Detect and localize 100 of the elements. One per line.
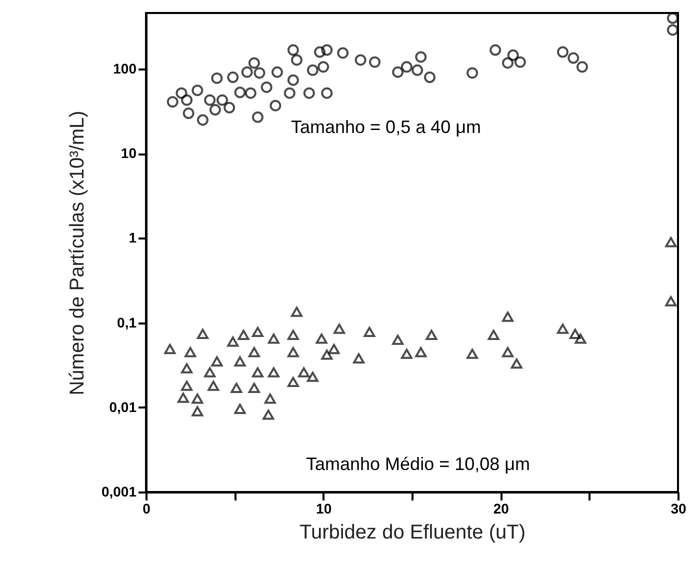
y-tick-label: 0,001 xyxy=(101,484,137,500)
series-label: Tamanho = 0,5 a 40 μm xyxy=(291,117,481,137)
point xyxy=(364,326,376,338)
point xyxy=(182,108,194,120)
point xyxy=(502,347,514,358)
point xyxy=(290,306,302,317)
point xyxy=(234,86,246,98)
point xyxy=(181,363,193,374)
point xyxy=(574,334,586,344)
point xyxy=(264,394,276,404)
x-tick-label: 30 xyxy=(670,500,686,516)
point xyxy=(248,347,260,358)
point xyxy=(166,96,178,108)
point xyxy=(270,100,282,112)
point xyxy=(568,52,580,64)
point xyxy=(177,392,189,403)
point xyxy=(224,102,236,114)
point xyxy=(415,347,427,358)
point xyxy=(287,44,299,56)
point xyxy=(204,94,216,106)
point xyxy=(208,380,220,391)
point xyxy=(192,84,204,96)
point xyxy=(400,61,412,73)
point xyxy=(254,67,266,79)
point xyxy=(197,328,208,339)
point xyxy=(176,87,188,99)
point xyxy=(303,87,315,99)
point xyxy=(271,66,283,78)
y-tick-label: 100 xyxy=(113,60,137,77)
point xyxy=(569,328,581,339)
point xyxy=(209,104,221,116)
point xyxy=(321,87,333,99)
point xyxy=(321,350,333,360)
point xyxy=(287,347,299,358)
point xyxy=(164,344,176,354)
point xyxy=(392,334,404,345)
point xyxy=(556,324,568,334)
point xyxy=(248,382,260,394)
point xyxy=(369,56,381,68)
point xyxy=(290,54,302,66)
point xyxy=(306,64,318,76)
point xyxy=(287,330,299,340)
point xyxy=(287,376,299,388)
point xyxy=(318,61,330,73)
point xyxy=(184,347,196,358)
y-tick-label: 0,1 xyxy=(117,314,137,330)
point xyxy=(424,72,436,83)
y-tick-label: 0,01 xyxy=(109,398,137,415)
point xyxy=(321,44,333,56)
point xyxy=(426,330,438,340)
point xyxy=(576,61,588,73)
point xyxy=(244,87,256,99)
y-tick-label: 10 xyxy=(120,145,137,162)
y-axis-title: Número de Partículas (x10³/mL) xyxy=(66,110,88,396)
point xyxy=(252,326,264,338)
x-tick-label: 0 xyxy=(142,500,151,516)
point xyxy=(665,237,677,248)
point xyxy=(415,51,427,63)
point xyxy=(488,330,500,340)
point xyxy=(192,394,204,404)
x-axis-title: Turbidez do Efluente (uT) xyxy=(299,522,526,544)
point xyxy=(314,46,326,58)
x-tick-label: 10 xyxy=(316,500,332,516)
point xyxy=(238,330,250,340)
point xyxy=(248,57,260,69)
point xyxy=(334,324,346,334)
point xyxy=(252,111,264,123)
point xyxy=(197,114,208,126)
point xyxy=(514,56,526,68)
point xyxy=(227,72,239,83)
point xyxy=(466,348,478,359)
point xyxy=(211,72,223,84)
point xyxy=(216,94,228,106)
point xyxy=(192,406,204,416)
point xyxy=(284,87,296,99)
point xyxy=(287,74,299,86)
point xyxy=(316,334,328,344)
point xyxy=(227,336,239,347)
point xyxy=(268,367,280,378)
point xyxy=(412,64,424,76)
point xyxy=(466,67,478,79)
point xyxy=(262,410,274,420)
point xyxy=(510,358,522,369)
point xyxy=(306,372,318,382)
point xyxy=(353,353,365,364)
text: Tamanho Médio = 10,08 μm xyxy=(306,454,530,474)
point xyxy=(234,356,246,366)
point xyxy=(400,348,412,359)
point xyxy=(230,382,242,394)
point xyxy=(490,44,502,56)
point xyxy=(204,367,216,378)
point xyxy=(298,367,310,378)
point xyxy=(507,49,519,61)
point xyxy=(211,356,223,366)
x-tick-label: 20 xyxy=(493,500,510,516)
point xyxy=(502,312,514,322)
y-tick-label: 1 xyxy=(128,230,137,246)
point xyxy=(665,296,677,306)
point xyxy=(252,367,264,378)
point xyxy=(502,57,514,69)
